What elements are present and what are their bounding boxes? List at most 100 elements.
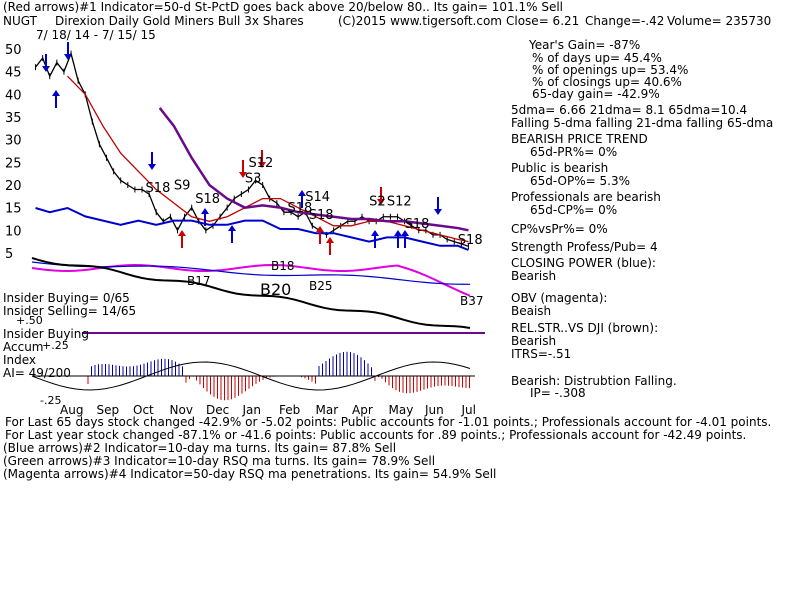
signal-arrow-head — [42, 66, 50, 72]
volume-value: Volume= 235730 — [667, 14, 772, 28]
date-range: 7/ 18/ 14 - 7/ 15/ 15 — [36, 28, 156, 42]
footer-line4: (Green arrows)#3 Indicator=10-day RSQ ma… — [3, 454, 436, 468]
signal-label: S9 — [174, 179, 191, 194]
y-tick-label: 50 — [5, 43, 22, 58]
x-axis-months: Aug Sep Oct Nov Dec Jan Feb Mar Apr May Jun Jul — [60, 403, 476, 417]
closing-power-line — [35, 206, 469, 251]
month-label: Aug — [60, 403, 83, 417]
tick-minus-25: -.25 — [40, 394, 62, 407]
signal-arrow-head — [201, 208, 209, 214]
pr-value: 65d-PR%= 0% — [530, 145, 618, 159]
op-value: 65d-OP%= 5.3% — [530, 174, 630, 188]
footer-line5: (Magenta arrows)#4 Indicator=50-day RSQ … — [3, 467, 497, 481]
falling-mas: Falling 5-dma falling 21-dma falling 65-… — [511, 116, 774, 130]
signal-label: S12 — [248, 156, 273, 171]
signal-label: S18 — [287, 201, 312, 216]
y-tick-label: 40 — [5, 88, 22, 103]
cp-value: 65d-CP%= 0% — [530, 203, 618, 217]
signal-arrow-head — [64, 54, 72, 60]
indicator-panels — [31, 257, 485, 401]
stock-title: Direxion Daily Gold Miners Bull 3x Share… — [55, 14, 304, 28]
obv-label: OBV (magenta): — [511, 291, 608, 305]
month-label: Apr — [352, 403, 373, 417]
obv-value: Beaish — [511, 304, 552, 318]
indicator-label: B25 — [309, 279, 333, 293]
indicator-label: B20 — [260, 280, 291, 299]
series-line-nugt — [35, 51, 469, 247]
signal-label: S3 — [245, 172, 262, 187]
change-value: Change=-.42 — [585, 14, 665, 28]
signal-arrow-head — [239, 172, 247, 178]
index-label: Index — [3, 353, 37, 367]
signal-label: S2 — [369, 194, 386, 209]
tick-plus-25: +.25 — [42, 339, 69, 352]
signal-arrow-head — [178, 230, 186, 236]
month-label: Oct — [133, 403, 154, 417]
cp-vs-pr: CP%vsPr%= 0% — [511, 222, 608, 236]
y-tick-label: 10 — [5, 224, 22, 239]
chart-lines — [35, 50, 469, 251]
signal-arrow-head — [371, 230, 379, 236]
signal-label: S12 — [387, 194, 412, 209]
signal-label: S14 — [305, 190, 330, 205]
signal-label: S18 — [405, 217, 430, 232]
signal-label: S18 — [146, 181, 171, 196]
header-line1: (Red arrows)#1 Indicator=50-d St-PctD go… — [3, 0, 564, 14]
series-line-21-dma — [67, 75, 469, 243]
indicator-label: B17 — [187, 274, 211, 288]
month-label: May — [389, 403, 414, 417]
signal-arrow-head — [228, 225, 236, 231]
tick-plus-50: +.50 — [16, 314, 43, 327]
itrs-value: ITRS=-.51 — [511, 347, 572, 361]
dma-values: 5dma= 6.66 21dma= 8.1 65dma=10.4 — [511, 103, 748, 117]
indicator-label: B18 — [271, 259, 295, 273]
relstr-value: Bearish — [511, 334, 557, 348]
signal-arrow-head — [52, 90, 60, 96]
closings-up: % of closings up= 40.6% — [532, 75, 682, 89]
month-label: Jan — [242, 403, 262, 417]
month-label: Sep — [97, 403, 120, 417]
signal-arrow-head — [434, 209, 442, 215]
month-label: Jul — [461, 403, 476, 417]
signal-arrow-head — [148, 164, 156, 170]
series-line-65-dma — [158, 107, 469, 232]
bearish-distribution: Bearish: Distrubtion Falling. — [511, 374, 677, 388]
closing-power-value: Bearish — [511, 269, 557, 283]
y-tick-label: 5 — [5, 247, 13, 262]
close-value: Close= 6.21 — [506, 14, 580, 28]
rel-strength-line — [31, 257, 471, 330]
y-tick-label: 25 — [5, 156, 22, 171]
y-tick-label: 30 — [5, 134, 22, 149]
relstr-label: REL.STR..VS DJI (brown): — [511, 321, 659, 335]
signal-label: S18 — [195, 192, 220, 207]
insider-selling: Insider Selling= 14/65 — [3, 304, 137, 318]
accum-label: Accum — [3, 340, 44, 354]
signal-arrows — [42, 42, 442, 255]
days-up: % of days up= 45.4% — [532, 51, 662, 65]
insider-buying-line: Insider Buying — [3, 327, 89, 341]
signal-arrow-head — [326, 237, 334, 243]
ai-line — [31, 361, 471, 391]
month-label: Feb — [279, 403, 300, 417]
years-gain: Year's Gain= -87% — [529, 38, 641, 52]
signal-arrow-head — [401, 230, 409, 236]
month-label: Jun — [424, 403, 444, 417]
copyright: (C)2015 www.tigersoft.com — [338, 14, 502, 28]
month-label: Nov — [170, 403, 193, 417]
signal-label: S18 — [458, 233, 483, 248]
signal-label: S18 — [309, 208, 334, 223]
professionals-bearish: Professionals are bearish — [511, 190, 661, 204]
gain65: 65-day gain= -42.9% — [532, 87, 660, 101]
y-tick-label: 20 — [5, 179, 22, 194]
indicator-label: B37 — [460, 294, 484, 308]
y-axis-ticks: 50 45 40 35 30 25 20 15 10 5 — [5, 43, 22, 262]
insider-buying: Insider Buying= 0/65 — [3, 291, 130, 305]
y-tick-label: 35 — [5, 111, 22, 126]
signal-arrow-head — [298, 190, 306, 196]
openings-up: % of openings up= 53.4% — [532, 63, 689, 77]
closing-power-label: CLOSING POWER (blue): — [511, 256, 656, 270]
signal-arrow-head — [377, 199, 385, 205]
ai-label: AI= 49/200 — [3, 366, 71, 380]
